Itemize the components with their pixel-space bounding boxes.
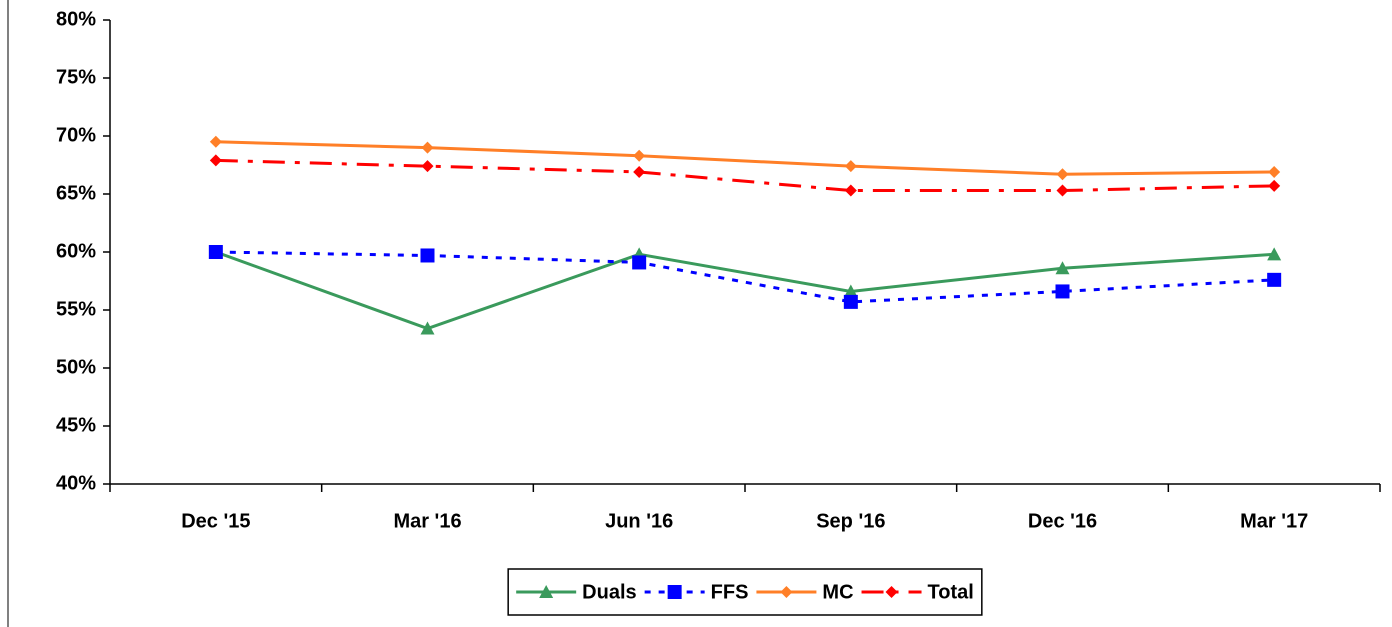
legend-label: MC: [822, 581, 853, 603]
marker: [1056, 184, 1069, 197]
marker: [209, 154, 222, 167]
legend-marker: [667, 585, 682, 599]
y-tick-label: 40%: [56, 472, 96, 494]
legend-label: Total: [928, 581, 974, 603]
marker: [1056, 168, 1069, 181]
marker: [843, 284, 858, 298]
y-tick-label: 45%: [56, 414, 96, 436]
x-tick-label: Dec '15: [181, 510, 250, 532]
marker: [208, 245, 223, 259]
marker: [421, 160, 434, 173]
marker: [633, 165, 646, 178]
marker: [421, 141, 434, 154]
legend-label: Duals: [582, 581, 636, 603]
marker: [1055, 284, 1070, 299]
legend-marker: [780, 586, 793, 598]
y-tick-label: 60%: [56, 240, 96, 262]
series-line: [215, 250, 1275, 331]
marker: [420, 321, 435, 335]
y-tick-label: 70%: [56, 124, 96, 146]
x-tick-label: Mar '16: [393, 510, 461, 532]
x-tick-label: Jun '16: [605, 510, 673, 532]
series-line: [215, 250, 1275, 304]
marker: [1268, 179, 1281, 192]
legend-label: FFS: [711, 581, 749, 603]
marker: [420, 248, 435, 263]
marker: [209, 135, 222, 148]
x-tick-label: Sep '16: [816, 510, 885, 532]
marker: [1055, 261, 1070, 275]
y-tick-label: 75%: [56, 66, 96, 88]
x-tick-label: Dec '16: [1028, 510, 1097, 532]
series-line: [215, 140, 1275, 176]
marker: [632, 255, 647, 270]
legend-marker: [885, 586, 898, 598]
marker: [1267, 272, 1282, 287]
marker: [844, 184, 857, 197]
marker: [843, 294, 858, 309]
marker: [1268, 165, 1281, 178]
y-tick-label: 80%: [56, 8, 96, 30]
legend-box: [507, 568, 983, 616]
y-tick-label: 55%: [56, 298, 96, 320]
marker: [1267, 247, 1282, 261]
marker: [844, 160, 857, 173]
y-tick-label: 50%: [56, 356, 96, 378]
marker: [633, 149, 646, 162]
legend-marker: [539, 585, 554, 598]
y-tick-label: 65%: [56, 182, 96, 204]
x-tick-label: Mar '17: [1240, 510, 1308, 532]
series-line: [215, 158, 1275, 193]
